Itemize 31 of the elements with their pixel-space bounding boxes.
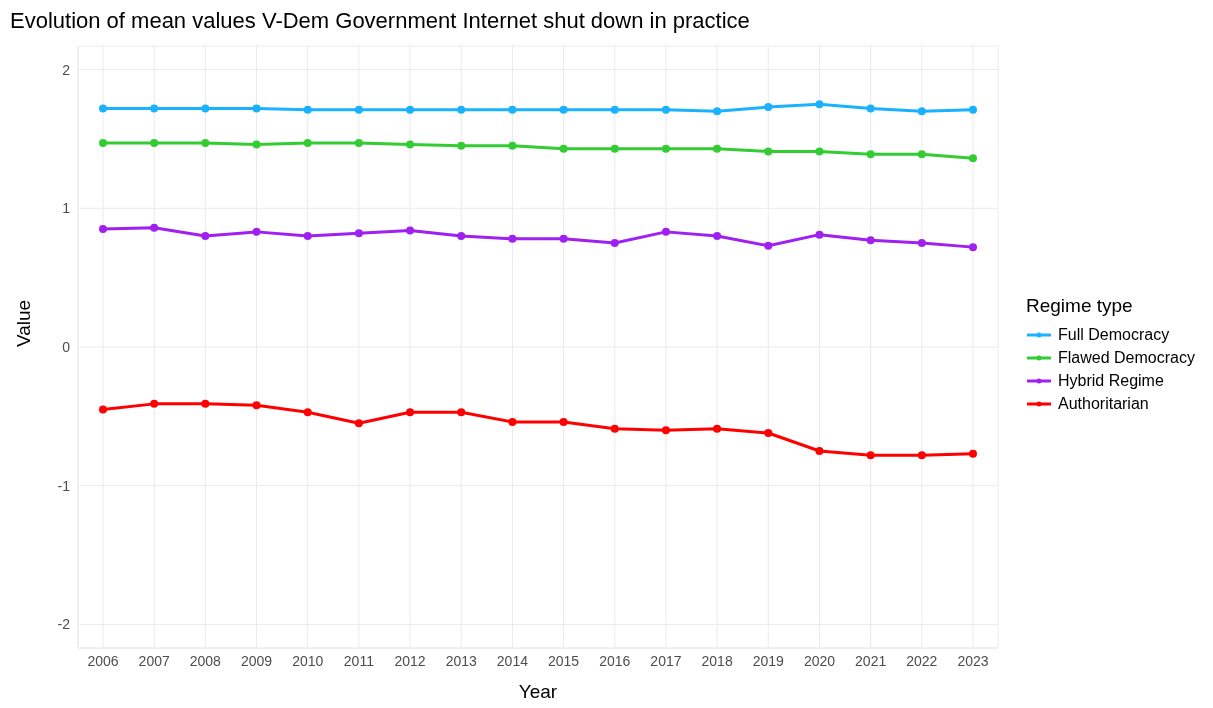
x-tick-label: 2013 — [445, 652, 478, 669]
legend-label: Full Democracy — [1058, 325, 1170, 344]
y-tick-label: -2 — [57, 616, 71, 633]
x-tick-label: 2014 — [496, 652, 529, 669]
x-tick-label: 2023 — [957, 652, 989, 669]
x-tick-label: 2009 — [240, 652, 273, 669]
x-tick-label: 2007 — [138, 652, 170, 669]
x-tick-label: 2022 — [906, 652, 938, 669]
y-axis-title: Value — [12, 299, 34, 347]
x-tick-label: 2011 — [343, 652, 375, 669]
x-tick-label: 2018 — [701, 652, 733, 669]
x-tick-label: 2016 — [599, 652, 631, 669]
y-tick-label: 1 — [62, 200, 71, 217]
x-tick-label: 2017 — [650, 652, 682, 669]
y-tick-label: 0 — [62, 338, 71, 355]
chart-title: Evolution of mean values V-Dem Government Internet shut down in practice — [10, 8, 750, 34]
x-tick-label: 2019 — [752, 652, 785, 669]
x-tick-label: 2006 — [87, 652, 119, 669]
x-tick-label: 2015 — [548, 652, 580, 669]
x-tick-label: 2008 — [189, 652, 222, 669]
x-tick-label: 2020 — [803, 652, 836, 669]
x-tick-label: 2021 — [855, 652, 887, 669]
legend-title: Regime type — [1026, 295, 1134, 317]
y-tick-label: -1 — [57, 477, 71, 494]
legend-label: Flawed Democracy — [1058, 348, 1195, 367]
x-tick-label: 2012 — [394, 652, 426, 669]
x-tick-label: 2010 — [292, 652, 324, 669]
x-axis-title: Year — [518, 681, 558, 702]
legend-label: Authoritarian — [1058, 394, 1149, 413]
y-tick-label: 2 — [62, 61, 71, 78]
legend-label: Hybrid Regime — [1058, 371, 1164, 390]
